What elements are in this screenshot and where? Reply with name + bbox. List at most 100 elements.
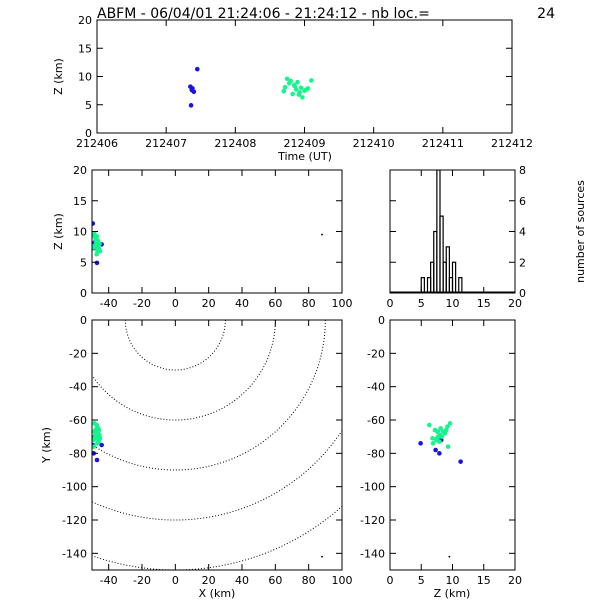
y-tick-label: -80 (367, 447, 385, 460)
y-tick-label: 0 (519, 287, 526, 300)
source-point (97, 248, 103, 254)
source-point (92, 233, 97, 239)
source-point (92, 221, 96, 226)
x-tick-label: 212406 (76, 137, 118, 150)
x-tick-label: 40 (235, 297, 249, 310)
axes-frame (389, 319, 516, 571)
y-tick-label: -140 (360, 547, 385, 560)
y-tick-label: -120 (360, 514, 385, 527)
source-point (448, 555, 451, 558)
x-tick-label: -20 (133, 574, 151, 587)
time-height-panel: 212406 212407 212408 212409 212410 212411 2124… (52, 14, 533, 163)
x-axis-label: X (km) (199, 587, 236, 600)
y-tick-label: -40 (367, 381, 385, 394)
source-point (93, 239, 99, 245)
y-tick-label: 15 (78, 42, 92, 55)
source-point (94, 260, 100, 266)
plan-view-panel: -40 -20 0 20 40 60 80 100 -140 -120 -100 -80 -60 -40 -… (40, 314, 353, 600)
z-y-panel: 0 5 10 15 20 -140 -120 -100 -80 -60 -40 -20 0 Z (km) (360, 314, 522, 600)
x-tick-label: 212407 (145, 137, 187, 150)
source-point (458, 459, 463, 464)
source-point (418, 441, 423, 446)
y-tick-label: 15 (73, 195, 87, 208)
y-tick-label: 6 (519, 195, 526, 208)
y-tick-label: -80 (69, 447, 87, 460)
source-point (93, 434, 99, 439)
source-point (92, 444, 97, 449)
y-tick-label: -20 (69, 347, 87, 360)
x-tick-label: 100 (332, 297, 353, 310)
source-point (290, 91, 296, 97)
x-tick-label: 100 (332, 574, 353, 587)
y-tick-label: 20 (73, 164, 87, 177)
y-tick-label: 0 (378, 314, 385, 327)
x-tick-label: 5 (418, 297, 425, 310)
source-point (284, 76, 290, 82)
x-tick-label: 5 (418, 574, 425, 587)
x-tick-label: 212410 (353, 137, 395, 150)
x-tick-label: 0 (387, 297, 394, 310)
source-point (438, 426, 443, 431)
axes-frame (91, 169, 343, 294)
source-point (435, 434, 441, 439)
range-ring (124, 320, 226, 371)
source-point (298, 85, 304, 91)
y-tick-label: -40 (69, 381, 87, 394)
source-point (296, 92, 302, 97)
source-point (295, 79, 300, 85)
source-point (433, 447, 438, 453)
y-axis-label: Z (km) (52, 213, 65, 250)
x-tick-label: 212409 (284, 137, 326, 150)
x-tick-label: 0 (387, 574, 394, 587)
source-point (194, 66, 200, 72)
source-point (190, 86, 195, 91)
source-point (286, 80, 292, 86)
x-tick-label: 0 (172, 574, 179, 587)
source-point (430, 436, 435, 441)
source-point (447, 421, 453, 426)
histogram-bar (451, 261, 457, 293)
y-tick-label: -120 (62, 514, 87, 527)
source-point (281, 88, 287, 94)
source-point (430, 441, 436, 446)
source-point (94, 457, 100, 463)
y-tick-label: -60 (69, 414, 87, 427)
source-point (433, 437, 439, 443)
source-point (97, 436, 103, 441)
y-tick-label: 4 (519, 226, 526, 239)
source-point (92, 429, 97, 434)
y-tick-label: 0 (80, 287, 87, 300)
source-point (427, 422, 432, 428)
y-tick-label: -100 (62, 481, 87, 494)
source-point (445, 444, 451, 449)
x-axis-label: Time (UT) (277, 150, 332, 163)
histogram-bar (458, 277, 463, 293)
y-tick-label: 0 (80, 314, 87, 327)
x-tick-label: -40 (100, 297, 118, 310)
x-tick-label: 60 (268, 574, 282, 587)
y-tick-label: -60 (367, 414, 385, 427)
x-tick-label: 0 (172, 297, 179, 310)
y-tick-label: 5 (80, 256, 87, 269)
axes-frame (91, 319, 343, 571)
y-tick-label: 5 (85, 99, 92, 112)
y-tick-label: 2 (519, 256, 526, 269)
y-tick-label: -140 (62, 547, 87, 560)
x-tick-label: 80 (302, 574, 316, 587)
figure-title: ABFM - 06/04/01 21:24:06 - 21:24:12 - nb… (97, 6, 430, 22)
y-axis-label: number of sources (574, 180, 587, 283)
source-point (309, 78, 314, 83)
x-tick-label: 15 (477, 297, 491, 310)
source-point (435, 429, 440, 434)
x-tick-label: 212412 (491, 137, 533, 150)
source-point (321, 233, 323, 236)
histogram-bar (420, 277, 425, 293)
range-ring (92, 320, 276, 421)
x-tick-label: 20 (508, 574, 522, 587)
x-tick-label: 10 (446, 574, 460, 587)
y-tick-label: 10 (78, 71, 92, 84)
x-height-panel: -40 -20 0 20 40 60 80 100 0 5 10 15 20 Z (km) (52, 164, 353, 310)
y-tick-label: -20 (367, 347, 385, 360)
source-point (303, 87, 309, 93)
